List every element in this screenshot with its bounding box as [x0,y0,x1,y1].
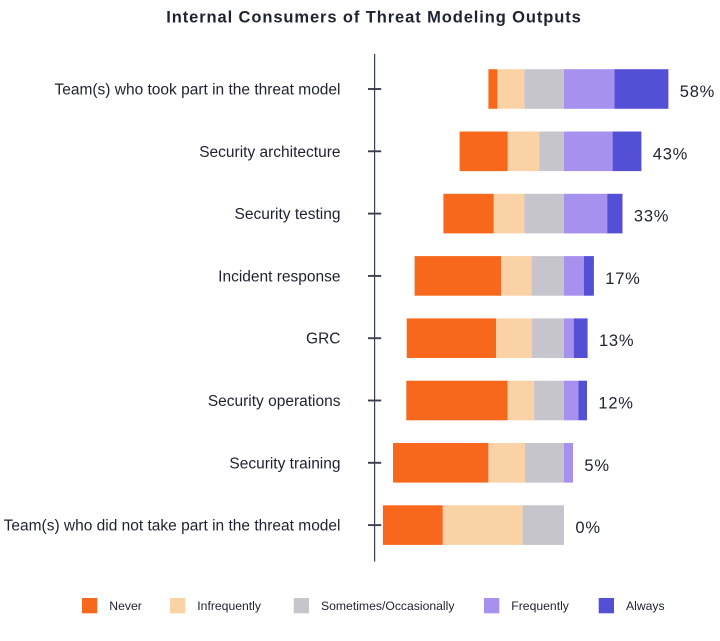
svg-text:Incident response: Incident response [218,268,340,285]
svg-text:Sometimes/Occasionally: Sometimes/Occasionally [321,599,455,613]
svg-text:Security architecture: Security architecture [199,144,340,161]
svg-text:43%: 43% [653,145,688,163]
svg-text:5%: 5% [584,457,609,475]
svg-text:17%: 17% [605,270,640,288]
svg-text:33%: 33% [634,208,669,226]
svg-text:Team(s) who did not take part: Team(s) who did not take part in the thr… [4,518,341,535]
svg-text:Frequently: Frequently [511,599,569,613]
svg-text:GRC: GRC [306,331,340,348]
svg-text:Security training: Security training [229,455,340,472]
svg-text:58%: 58% [680,83,715,101]
svg-text:Team(s) who took part in the t: Team(s) who took part in the threat mode… [54,82,340,99]
svg-text:0%: 0% [575,519,600,537]
svg-text:Internal Consumers of Threat M: Internal Consumers of Threat Modeling Ou… [166,9,581,27]
svg-text:Security testing: Security testing [235,206,341,223]
svg-text:12%: 12% [598,395,633,413]
svg-text:Always: Always [626,599,665,613]
svg-text:13%: 13% [599,332,634,350]
svg-text:Infrequently: Infrequently [197,599,262,613]
svg-text:Never: Never [109,599,142,613]
svg-text:Security operations: Security operations [208,393,341,410]
